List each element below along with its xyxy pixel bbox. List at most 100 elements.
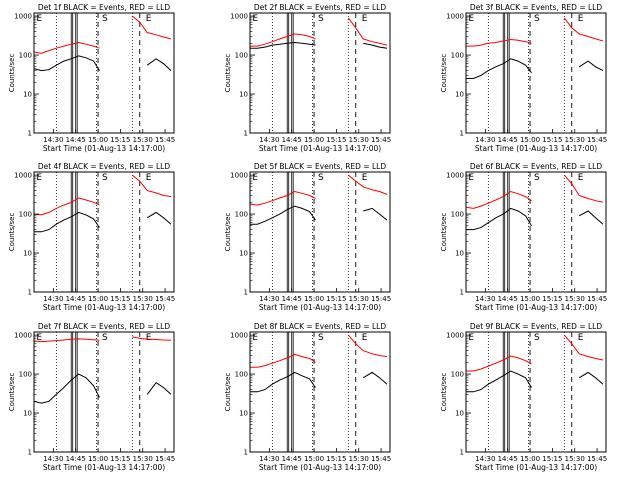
- annotation-label: S: [102, 333, 108, 343]
- panel: Det 8f BLACK = Events, RED = LLD E S E 1 10 10…: [224, 322, 391, 472]
- x-axis-label: Start Time (01-Aug-13 14:17:00): [475, 463, 597, 472]
- x-tick-label: 14:45: [66, 455, 86, 463]
- y-axis-label: Counts/sec: [440, 54, 448, 93]
- lld-series-line: [33, 15, 172, 54]
- annotation-label: E: [146, 14, 152, 24]
- panel-title: Det 4f BLACK = Events, RED = LLD: [38, 162, 171, 171]
- annotation-label: E: [578, 173, 584, 183]
- x-tick-label: 14:30: [259, 136, 279, 144]
- y-tick-label: 100: [451, 52, 464, 60]
- x-tick-label: 14:45: [66, 295, 86, 303]
- x-tick-label: 14:30: [475, 455, 495, 463]
- annotation-label: E: [252, 333, 258, 343]
- events-series-line: [250, 371, 388, 393]
- panel: Det 9f BLACK = Events, RED = LLD E S E 1 10 10…: [440, 322, 607, 472]
- x-tick-label: 15:45: [587, 295, 607, 303]
- y-tick-label: 100: [19, 211, 32, 219]
- y-tick-label: 1: [244, 130, 248, 138]
- annotation-label: E: [36, 333, 42, 343]
- events-series-line: [33, 55, 172, 72]
- y-tick-label: 1000: [230, 13, 248, 21]
- lld-series-line: [249, 174, 388, 206]
- x-tick-label: 15:00: [88, 455, 108, 463]
- annotation-label: E: [468, 14, 474, 24]
- y-tick-label: 10: [239, 250, 248, 258]
- y-tick-label: 10: [455, 250, 464, 258]
- y-tick-label: 1: [28, 130, 32, 138]
- x-tick-label: 15:30: [133, 455, 153, 463]
- panel: Det 5f BLACK = Events, RED = LLD E S E 1 10 10…: [224, 162, 391, 312]
- y-axis-label: Counts/sec: [224, 213, 232, 252]
- annotation-label: S: [102, 173, 108, 183]
- x-tick-label: 15:45: [587, 455, 607, 463]
- x-tick-label: 15:00: [304, 295, 324, 303]
- x-tick-label: 15:30: [349, 455, 369, 463]
- x-tick-label: 15:45: [371, 136, 391, 144]
- lld-series-line: [466, 334, 604, 372]
- panel-title: Det 2f BLACK = Events, RED = LLD: [254, 3, 387, 12]
- x-tick-label: 15:45: [155, 455, 175, 463]
- x-tick-label: 15:15: [326, 136, 346, 144]
- events-series-line: [466, 58, 604, 79]
- y-tick-label: 10: [23, 410, 32, 418]
- y-tick-label: 10: [239, 91, 248, 99]
- x-tick-label: 14:45: [498, 295, 518, 303]
- x-axis-label: Start Time (01-Aug-13 14:17:00): [43, 144, 165, 153]
- annotation-label: S: [102, 14, 108, 24]
- annotation-label: E: [362, 333, 368, 343]
- x-tick-label: 15:30: [349, 136, 369, 144]
- y-axis-label: Counts/sec: [440, 213, 448, 252]
- plot-frame: [465, 171, 607, 293]
- y-axis-label: Counts/sec: [440, 373, 448, 412]
- panel: Det 2f BLACK = Events, RED = LLD E S E 1 10 10…: [224, 3, 391, 153]
- panel-title: Det 6f BLACK = Events, RED = LLD: [470, 162, 603, 171]
- annotation-label: S: [534, 333, 540, 343]
- x-tick-label: 15:30: [133, 295, 153, 303]
- annotation-label: E: [252, 173, 258, 183]
- x-tick-label: 15:15: [326, 455, 346, 463]
- plot-frame: [465, 12, 607, 134]
- x-tick-label: 15:15: [110, 455, 130, 463]
- y-tick-label: 1: [460, 289, 464, 297]
- y-tick-label: 1: [28, 289, 32, 297]
- x-axis-label: Start Time (01-Aug-13 14:17:00): [43, 463, 165, 472]
- x-axis-label: Start Time (01-Aug-13 14:17:00): [259, 144, 381, 153]
- y-tick-label: 1000: [14, 13, 32, 21]
- x-tick-label: 15:00: [304, 136, 324, 144]
- y-tick-label: 100: [451, 211, 464, 219]
- x-tick-label: 15:30: [349, 295, 369, 303]
- panel-title: Det 9f BLACK = Events, RED = LLD: [470, 322, 603, 331]
- x-tick-label: 15:45: [587, 136, 607, 144]
- y-tick-label: 1000: [230, 332, 248, 340]
- lld-series-line: [250, 17, 388, 47]
- annotation-label: S: [318, 333, 324, 343]
- x-tick-label: 14:30: [259, 295, 279, 303]
- annotation-label: E: [252, 14, 258, 24]
- panel-title: Det 5f BLACK = Events, RED = LLD: [254, 162, 387, 171]
- annotation-label: S: [318, 14, 324, 24]
- events-series-line: [466, 207, 604, 231]
- x-tick-label: 14:45: [282, 136, 302, 144]
- x-axis-label: Start Time (01-Aug-13 14:17:00): [259, 463, 381, 472]
- panel: Det 6f BLACK = Events, RED = LLD E S E 1 10 10…: [440, 162, 607, 312]
- x-tick-label: 15:45: [155, 136, 175, 144]
- annotation-label: E: [468, 173, 474, 183]
- annotation-label: E: [146, 333, 152, 343]
- y-tick-label: 10: [239, 410, 248, 418]
- y-tick-label: 1000: [14, 172, 32, 180]
- x-axis-label: Start Time (01-Aug-13 14:17:00): [475, 303, 597, 312]
- x-tick-label: 15:00: [520, 455, 540, 463]
- x-tick-label: 15:00: [88, 295, 108, 303]
- y-tick-label: 1: [244, 449, 248, 457]
- events-series-line: [34, 211, 172, 233]
- y-axis-label: Counts/sec: [8, 213, 16, 252]
- y-tick-label: 1: [460, 130, 464, 138]
- y-tick-label: 1: [244, 289, 248, 297]
- y-tick-label: 100: [235, 371, 248, 379]
- y-tick-label: 10: [23, 250, 32, 258]
- panel: Det 4f BLACK = Events, RED = LLD E S E 1 10 10…: [8, 162, 175, 312]
- x-tick-label: 14:30: [43, 136, 63, 144]
- x-tick-label: 15:15: [542, 455, 562, 463]
- annotation-label: E: [362, 14, 368, 24]
- lld-series-line: [33, 336, 172, 343]
